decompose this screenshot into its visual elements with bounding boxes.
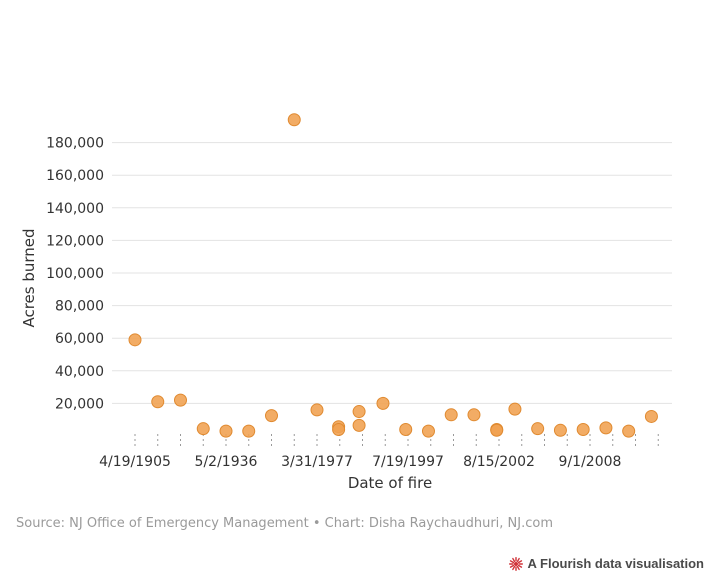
x-tick-label: 9/1/2008 (559, 454, 622, 470)
x-tick-label: 8/15/2002 (463, 454, 535, 470)
data-point[interactable] (467, 408, 481, 422)
scatter-chart: 20,000 40,000 60,000 80,000 100,000 120,000 14… (20, 113, 672, 492)
data-point[interactable] (553, 423, 567, 437)
data-point[interactable] (352, 405, 366, 419)
data-point[interactable] (242, 424, 256, 438)
data-point[interactable] (599, 421, 613, 435)
data-point[interactable] (265, 409, 278, 423)
data-points (128, 113, 658, 438)
data-point[interactable] (174, 393, 187, 407)
x-axis-title: Date of fire (348, 474, 432, 492)
y-tick-label: 160,000 (46, 168, 104, 184)
data-point[interactable] (196, 422, 210, 436)
x-tick-label: 5/2/1936 (195, 454, 258, 470)
brand-label: A Flourish data visualisation (527, 556, 705, 571)
y-tick-label: 180,000 (46, 136, 104, 152)
data-point[interactable] (332, 422, 346, 436)
x-tick-label: 3/31/1977 (281, 454, 353, 470)
data-point[interactable] (576, 422, 590, 436)
data-point[interactable] (622, 424, 636, 438)
data-point[interactable] (531, 422, 545, 436)
data-point[interactable] (490, 423, 504, 437)
data-point[interactable] (151, 395, 165, 409)
flourish-burst-icon (508, 556, 523, 571)
x-axis: 4/19/1905 5/2/1936 3/31/1977 7/19/1997 8/15/… (99, 434, 659, 470)
data-point[interactable] (644, 409, 658, 423)
y-tick-label: 80,000 (55, 299, 104, 315)
y-tick-label: 20,000 (55, 396, 104, 412)
flourish-brand[interactable]: A Flourish data visualisation (508, 556, 705, 571)
source-note: Source: NJ Office of Emergency Managemen… (16, 516, 553, 531)
y-tick-label: 40,000 (55, 364, 104, 380)
data-point[interactable] (128, 333, 142, 347)
y-tick-label: 120,000 (46, 233, 104, 249)
data-point[interactable] (352, 418, 366, 432)
y-tick-label: 100,000 (46, 266, 104, 282)
data-point[interactable] (444, 408, 458, 422)
y-axis-title: Acres burned (20, 228, 38, 327)
y-tick-label: 60,000 (55, 331, 104, 347)
data-point[interactable] (421, 424, 435, 438)
data-point[interactable] (287, 113, 301, 127)
data-point[interactable] (376, 396, 390, 410)
data-point[interactable] (310, 403, 324, 417)
y-tick-label: 140,000 (46, 201, 104, 217)
x-tick-label: 4/19/1905 (99, 454, 171, 470)
data-point[interactable] (508, 402, 522, 416)
x-tick-label: 7/19/1997 (372, 454, 444, 470)
gridlines (112, 142, 672, 404)
data-point[interactable] (219, 424, 233, 438)
data-point[interactable] (399, 422, 413, 436)
y-axis: 20,000 40,000 60,000 80,000 100,000 120,000 14… (46, 136, 104, 413)
